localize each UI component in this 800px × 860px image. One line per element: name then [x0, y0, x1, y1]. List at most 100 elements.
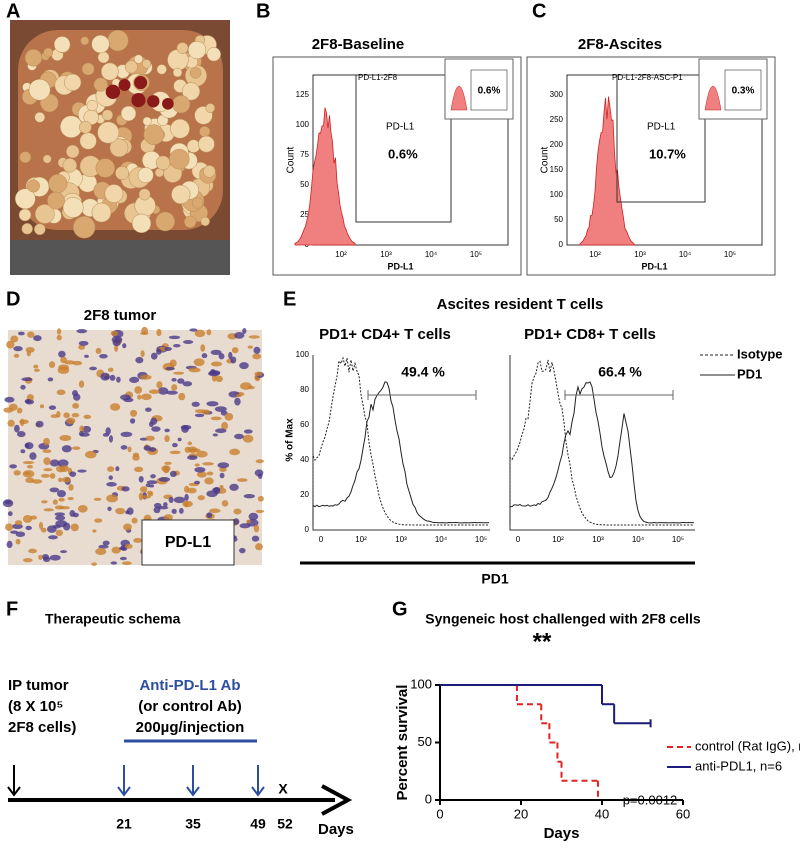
arrow: [7, 765, 21, 797]
cell: [98, 544, 109, 549]
cell: [25, 477, 35, 484]
legend-label: anti-PDL1, n=6: [695, 758, 782, 773]
cell: [206, 512, 213, 519]
panel-label: C: [532, 0, 546, 22]
cell: [93, 497, 102, 501]
tumor-nodule: [142, 116, 152, 126]
cell: [24, 442, 34, 450]
cell: [168, 335, 181, 340]
y-tick-label: 0: [425, 791, 432, 806]
cell: [47, 377, 54, 382]
cell: [182, 500, 193, 508]
cell: [94, 518, 103, 523]
cell: [191, 401, 200, 407]
x-tick-label: 20: [514, 806, 528, 821]
vessel: [105, 84, 121, 100]
x-tick-label: 10⁴: [425, 250, 438, 259]
x-tick-label: 10⁴: [435, 535, 448, 544]
pd1-curve: [509, 381, 695, 525]
tumor-nodule: [206, 47, 221, 62]
tumor-nodule: [143, 124, 165, 146]
y-tick-label: 150: [550, 165, 564, 174]
cell: [5, 523, 14, 531]
cell: [60, 550, 67, 554]
treatment-text: 200µg/injection: [136, 719, 245, 736]
tumor-nodule: [34, 223, 46, 236]
cell: [33, 368, 40, 372]
cell: [66, 417, 76, 425]
cell: [210, 361, 223, 367]
cell: [132, 452, 140, 458]
cell: [194, 466, 206, 473]
subplot-title: PD1+ CD8+ T cells: [524, 326, 656, 343]
cell: [108, 475, 113, 480]
gate: [367, 390, 477, 400]
cell: [242, 327, 247, 334]
cell: [122, 343, 127, 349]
cell: [120, 431, 133, 437]
cell: [27, 331, 35, 338]
cell: [48, 535, 58, 540]
axes: [312, 74, 509, 246]
cell: [193, 480, 201, 485]
panel-label: A: [6, 0, 20, 22]
cell: [49, 459, 60, 467]
y-tick-label: 50: [554, 215, 563, 224]
x-tick-label: 10³: [634, 250, 646, 259]
cell: [70, 523, 79, 532]
x-axis-label: Days: [544, 825, 580, 842]
tumor-nodule: [66, 144, 80, 159]
axes: [566, 74, 763, 246]
tumor-nodule: [79, 120, 92, 134]
panel-label: G: [392, 598, 408, 620]
cell: [4, 396, 15, 403]
cell: [200, 344, 206, 352]
cell: [212, 433, 218, 437]
cell: [28, 548, 38, 554]
cell: [111, 546, 121, 554]
x-tick-label: 40: [595, 806, 609, 821]
cell: [246, 519, 251, 524]
cell: [140, 393, 152, 401]
cell: [22, 461, 35, 465]
cell: [83, 414, 92, 420]
gate-percent: 0.6%: [388, 146, 418, 161]
gate-name: PD-L1: [647, 122, 676, 133]
cell: [156, 381, 163, 389]
x-axis-label: PD-L1: [641, 261, 667, 271]
cell: [57, 459, 69, 468]
cell: [13, 353, 20, 358]
tumor-nodule: [141, 59, 152, 69]
tumor-nodule: [60, 115, 83, 138]
cell: [165, 366, 175, 371]
tumor-nodule: [86, 99, 98, 112]
x-tick-label: 10²: [589, 250, 601, 259]
cell: [158, 387, 169, 395]
cell: [156, 328, 162, 337]
cell: [89, 366, 98, 371]
tumor-nodule: [80, 36, 90, 46]
cell: [242, 434, 254, 443]
cell: [107, 367, 114, 372]
tumor-nodule: [81, 62, 95, 76]
tumor-text: (8 X 10⁵: [8, 698, 63, 715]
tumor-nodule: [172, 67, 183, 78]
cell: [14, 520, 23, 526]
cell: [102, 540, 110, 546]
cell: [41, 554, 50, 560]
cell: [235, 394, 242, 398]
y-tick-label: 0: [559, 240, 564, 249]
y-tick-label: 250: [550, 115, 564, 124]
subplot-title: PD1+ CD4+ T cells: [319, 326, 451, 343]
axes: [509, 355, 695, 531]
tumor-nodule: [181, 82, 201, 101]
cell: [42, 449, 52, 453]
cell: [182, 381, 193, 387]
cell: [103, 376, 110, 380]
cell: [180, 424, 192, 430]
cell: [92, 529, 97, 533]
tumor-nodule: [93, 77, 108, 92]
tumor-nodule: [131, 213, 152, 234]
y-axis-label: Percent survival: [394, 685, 411, 801]
gate: [616, 75, 706, 203]
